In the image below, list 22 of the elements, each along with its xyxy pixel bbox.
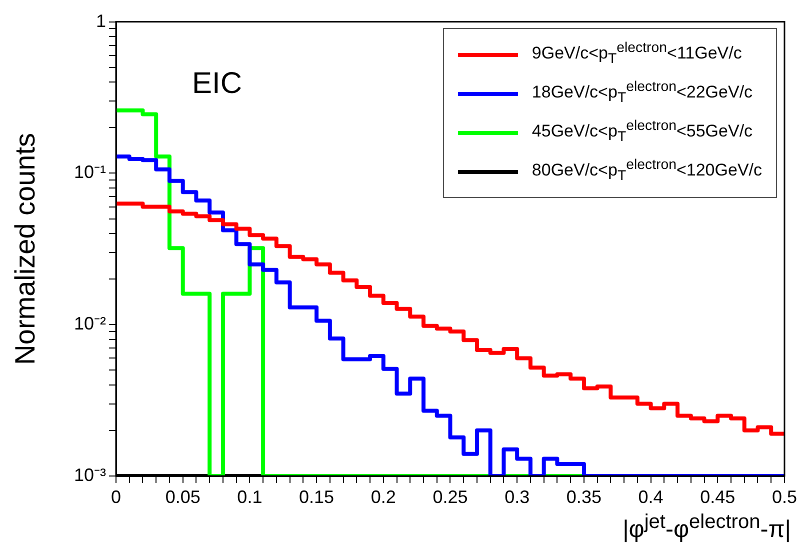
legend-label: 45GeV/c<p$_{T}$$^{electron}$<55GeV/c [532, 118, 753, 147]
x-tick-label: 0 [110, 486, 122, 507]
legend-label: 18GeV/c<p$_{T}$$^{electron}$<22GeV/c [532, 79, 753, 108]
x-tick-label: 0.1 [237, 486, 262, 507]
x-tick-label: 0.25 [432, 486, 468, 507]
x-tick-label: 0.4 [638, 486, 664, 507]
y-tick-label: 10⁻³ [74, 464, 106, 485]
y-tick-label: 10⁻² [74, 314, 106, 334]
x-tick-label: 0.05 [165, 486, 200, 507]
y-tick-label: 1 [96, 10, 106, 31]
y-tick-label: 10⁻¹ [74, 162, 106, 182]
x-tick-label: 0.15 [299, 486, 334, 507]
x-tick-label: 0.5 [772, 486, 798, 507]
x-axis-title: |φ$^{jet}$-φ$^{electron}$-π| [622, 510, 791, 544]
x-tick-label: 0.3 [504, 486, 530, 507]
x-tick-label: 0.45 [700, 486, 736, 507]
x-tick-label: 0.35 [566, 486, 602, 507]
y-axis-title: Normalized counts [10, 132, 41, 365]
x-tick-label: 0.2 [370, 486, 396, 507]
legend-label: 80GeV/c<p$_{T}$$^{electron}$<120GeV/c [532, 157, 762, 186]
legend-label: 9GeV/c<p$_{T}$$^{electron}$<11GeV/c [532, 40, 742, 69]
annotation: EIC [192, 67, 242, 100]
